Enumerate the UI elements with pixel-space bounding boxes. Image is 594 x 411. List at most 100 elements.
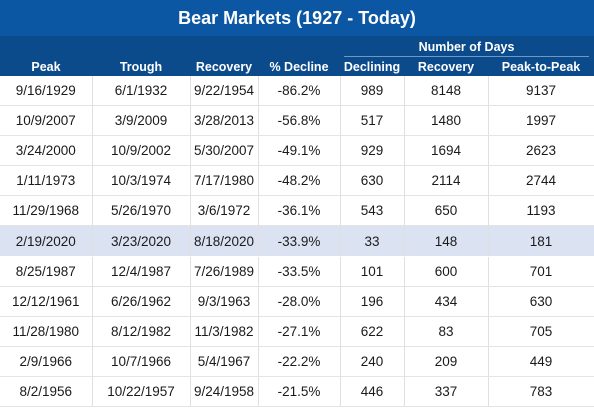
trough-cell: 10/22/1957	[92, 376, 191, 408]
declining-days-cell: 33	[340, 225, 405, 257]
trough-cell: 10/9/2002	[92, 135, 191, 167]
table-row: 2/19/2020 3/23/2020 8/18/2020 -33.9% 33 148 18…	[0, 225, 594, 257]
peak-to-peak-cell: 1997	[488, 105, 594, 137]
recovery-days-cell: 209	[404, 346, 489, 377]
declining-days-cell: 989	[340, 76, 405, 107]
declining-days-cell: 101	[340, 256, 405, 287]
decline-cell: -27.1%	[258, 316, 341, 347]
recovery-days-cell: 83	[404, 316, 489, 347]
trough-cell: 6/1/1932	[92, 76, 191, 107]
peak-cell: 2/9/1966	[0, 346, 93, 377]
declining-days-cell: 446	[340, 376, 405, 408]
declining-days-cell: 622	[340, 316, 405, 347]
peak-to-peak-cell: 705	[488, 316, 594, 347]
trough-cell: 12/4/1987	[92, 256, 191, 287]
peak-cell: 8/2/1956	[0, 376, 93, 408]
col-header-peak: Peak	[31, 60, 61, 74]
recovery-date-cell: 3/6/1972	[190, 195, 259, 227]
table-header: Number of Days Peak Trough Recovery % De…	[0, 36, 594, 76]
trough-cell: 3/23/2020	[92, 225, 191, 257]
recovery-days-cell: 600	[404, 256, 489, 287]
peak-cell: 10/9/2007	[0, 105, 93, 137]
decline-cell: -21.5%	[258, 376, 341, 408]
recovery-days-cell: 434	[404, 286, 489, 317]
table-row: 12/12/1961 6/26/1962 9/3/1963 -28.0% 196 434 6…	[0, 286, 594, 317]
table-row: 1/11/1973 10/3/1974 7/17/1980 -48.2% 630 2114…	[0, 165, 594, 197]
bear-markets-table: 9/16/1929 6/1/1932 9/22/1954 -86.2% 989 8148 9…	[0, 76, 594, 408]
peak-to-peak-cell: 9137	[488, 76, 594, 107]
recovery-date-cell: 9/22/1954	[190, 76, 259, 107]
table-row: 11/28/1980 8/12/1982 11/3/1982 -27.1% 622 83 7…	[0, 316, 594, 347]
declining-days-cell: 517	[340, 105, 405, 137]
table-row: 11/29/1968 5/26/1970 3/6/1972 -36.1% 543 650 1…	[0, 195, 594, 227]
decline-cell: -33.9%	[258, 225, 341, 257]
peak-cell: 1/11/1973	[0, 165, 93, 197]
col-header-peak-to-peak: Peak-to-Peak	[501, 60, 581, 74]
col-header-trough: Trough	[119, 60, 163, 74]
group-divider	[344, 56, 589, 57]
decline-cell: -49.1%	[258, 135, 341, 167]
days-group-label: Number of Days	[418, 40, 515, 54]
declining-days-cell: 929	[340, 135, 405, 167]
declining-days-cell: 543	[340, 195, 405, 227]
table-row: 8/2/1956 10/22/1957 9/24/1958 -21.5% 446 337 7…	[0, 376, 594, 408]
trough-cell: 6/26/1962	[92, 286, 191, 317]
declining-days-cell: 196	[340, 286, 405, 317]
column-headers: Peak Trough Recovery % Decline Declining…	[0, 60, 594, 74]
decline-cell: -33.5%	[258, 256, 341, 287]
decline-cell: -28.0%	[258, 286, 341, 317]
table-row: 3/24/2000 10/9/2002 5/30/2007 -49.1% 929 1694…	[0, 135, 594, 167]
col-header-recovery-date: Recovery	[195, 60, 253, 74]
recovery-date-cell: 8/18/2020	[190, 225, 259, 257]
peak-to-peak-cell: 1193	[488, 195, 594, 227]
peak-cell: 11/28/1980	[0, 316, 93, 347]
trough-cell: 8/12/1982	[92, 316, 191, 347]
recovery-date-cell: 7/17/1980	[190, 165, 259, 197]
declining-days-cell: 240	[340, 346, 405, 377]
recovery-date-cell: 7/26/1989	[190, 256, 259, 287]
decline-cell: -48.2%	[258, 165, 341, 197]
table-row: 10/9/2007 3/9/2009 3/28/2013 -56.8% 517 1480 1…	[0, 105, 594, 137]
col-header-declining-days: Declining	[343, 60, 401, 74]
decline-cell: -22.2%	[258, 346, 341, 377]
peak-cell: 2/19/2020	[0, 225, 93, 257]
table-row: 2/9/1966 10/7/1966 5/4/1967 -22.2% 240 209 449	[0, 346, 594, 377]
peak-cell: 9/16/1929	[0, 76, 93, 107]
trough-cell: 3/9/2009	[92, 105, 191, 137]
trough-cell: 10/7/1966	[92, 346, 191, 377]
trough-cell: 5/26/1970	[92, 195, 191, 227]
table-body: 9/16/1929 6/1/1932 9/22/1954 -86.2% 989 8148 9…	[0, 76, 594, 408]
peak-cell: 12/12/1961	[0, 286, 93, 317]
recovery-date-cell: 3/28/2013	[190, 105, 259, 137]
peak-to-peak-cell: 2744	[488, 165, 594, 197]
decline-cell: -86.2%	[258, 76, 341, 107]
decline-cell: -56.8%	[258, 105, 341, 137]
peak-to-peak-cell: 783	[488, 376, 594, 408]
recovery-days-cell: 8148	[404, 76, 489, 107]
decline-cell: -36.1%	[258, 195, 341, 227]
recovery-date-cell: 5/4/1967	[190, 346, 259, 377]
table-row: 9/16/1929 6/1/1932 9/22/1954 -86.2% 989 8148 9…	[0, 76, 594, 107]
peak-to-peak-cell: 181	[488, 225, 594, 257]
recovery-days-cell: 337	[404, 376, 489, 408]
peak-cell: 8/25/1987	[0, 256, 93, 287]
col-header-recovery-days: Recovery	[417, 60, 475, 74]
declining-days-cell: 630	[340, 165, 405, 197]
col-header-decline: % Decline	[269, 60, 329, 74]
peak-cell: 11/29/1968	[0, 195, 93, 227]
table-title: Bear Markets (1927 - Today)	[0, 0, 594, 36]
recovery-days-cell: 650	[404, 195, 489, 227]
recovery-date-cell: 9/3/1963	[190, 286, 259, 317]
recovery-days-cell: 148	[404, 225, 489, 257]
peak-to-peak-cell: 2623	[488, 135, 594, 167]
peak-to-peak-cell: 630	[488, 286, 594, 317]
recovery-days-cell: 2114	[404, 165, 489, 197]
recovery-date-cell: 5/30/2007	[190, 135, 259, 167]
recovery-date-cell: 11/3/1982	[190, 316, 259, 347]
peak-cell: 3/24/2000	[0, 135, 93, 167]
recovery-days-cell: 1694	[404, 135, 489, 167]
recovery-days-cell: 1480	[404, 105, 489, 137]
peak-to-peak-cell: 449	[488, 346, 594, 377]
trough-cell: 10/3/1974	[92, 165, 191, 197]
